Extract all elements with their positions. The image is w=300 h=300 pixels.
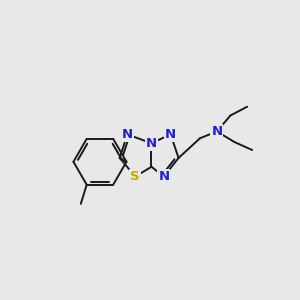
Text: N: N: [146, 137, 157, 150]
Text: N: N: [165, 128, 176, 141]
Text: N: N: [122, 128, 133, 141]
Text: S: S: [130, 170, 140, 183]
Text: N: N: [158, 170, 169, 183]
Text: N: N: [211, 125, 222, 138]
